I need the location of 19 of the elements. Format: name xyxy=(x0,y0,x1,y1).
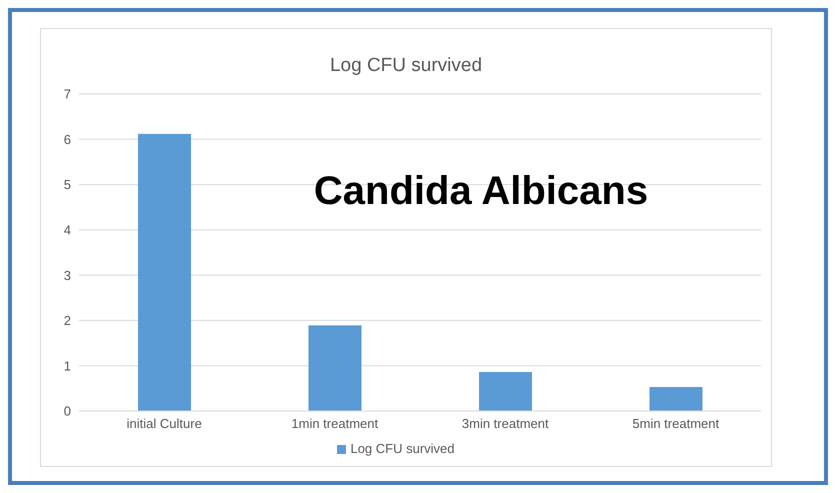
y-tick-label: 3 xyxy=(64,268,71,283)
y-tick-label: 5 xyxy=(64,177,71,192)
bar xyxy=(479,372,532,411)
x-tick-label: 5min treatment xyxy=(632,416,720,432)
x-tick-label: 1min treatment xyxy=(291,416,378,432)
bar xyxy=(138,134,191,411)
y-tick-label: 4 xyxy=(64,222,71,238)
x-tick-label: initial Culture xyxy=(126,416,202,432)
y-tick-label: 0 xyxy=(64,404,71,419)
x-tick-label: 3min treatment xyxy=(462,416,549,432)
annotation: Candida Albicans xyxy=(312,169,650,214)
chart-title: Log CFU survived xyxy=(328,55,484,77)
legend-label: Log CFU survived xyxy=(350,441,455,456)
bar xyxy=(308,325,362,411)
y-tick-label: 6 xyxy=(64,132,71,147)
y-tick-label: 1 xyxy=(64,358,71,374)
y-tick-label: 2 xyxy=(64,313,71,328)
y-tick-label: 7 xyxy=(64,86,71,102)
bar xyxy=(650,387,702,411)
